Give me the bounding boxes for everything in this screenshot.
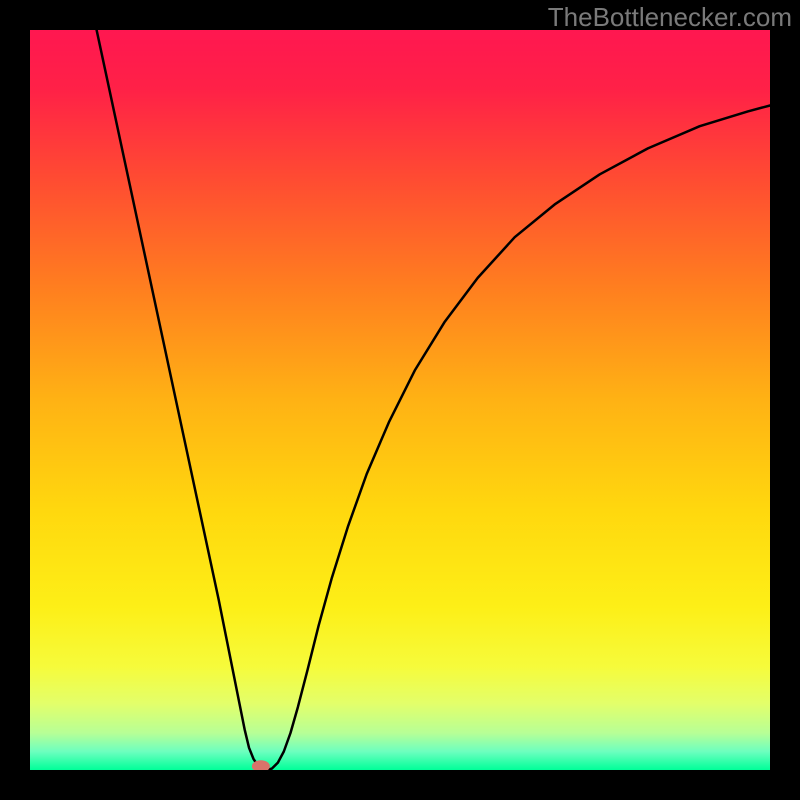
chart-container: TheBottlenecker.com <box>0 0 800 800</box>
watermark-text: TheBottlenecker.com <box>548 2 792 32</box>
frame-left <box>0 0 30 800</box>
frame-right <box>770 0 800 800</box>
frame-bottom <box>0 770 800 800</box>
bottleneck-chart: TheBottlenecker.com <box>0 0 800 800</box>
